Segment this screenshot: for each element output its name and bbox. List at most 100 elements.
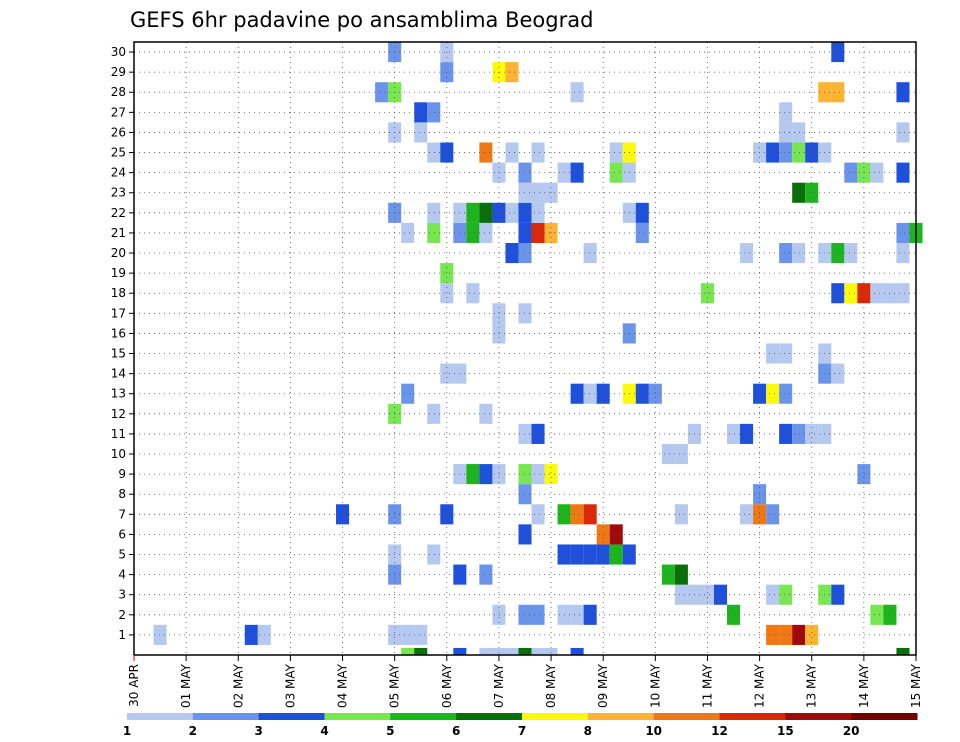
heatmap-cell <box>466 202 480 223</box>
heatmap-cell <box>661 443 675 465</box>
heatmap-cell <box>479 202 493 223</box>
heatmap-cell <box>414 647 428 655</box>
heatmap-cell <box>740 423 754 444</box>
heatmap-cell <box>440 504 454 525</box>
heatmap-cell <box>635 383 649 404</box>
heatmap-cell <box>531 423 545 444</box>
heatmap-cell <box>844 162 858 183</box>
heatmap-cell <box>570 383 584 404</box>
heatmap-cell <box>713 584 728 605</box>
colorbar-tick-label: 2 <box>189 724 197 738</box>
heatmap-cell <box>896 283 910 304</box>
heatmap-cell <box>727 423 741 444</box>
heatmap-cell <box>766 383 780 404</box>
y-tick-label: 27 <box>111 105 126 119</box>
heatmap-cell <box>779 383 793 404</box>
x-tick-label: 11 MAY <box>700 663 714 708</box>
heatmap-cell <box>870 162 884 183</box>
heatmap-cell <box>531 182 545 203</box>
heatmap-cell <box>414 122 428 143</box>
heatmap-cell <box>479 142 493 163</box>
y-axis: 1234567891011121314151617181920212223242… <box>111 45 134 642</box>
heatmap-cell <box>414 624 428 645</box>
heatmap-cell <box>779 343 793 364</box>
heatmap-cell <box>779 242 793 264</box>
colorbar-tick-label: 7 <box>518 724 526 738</box>
heatmap-cell <box>244 624 258 645</box>
colorbar-swatch <box>851 713 918 720</box>
heatmap-cell <box>792 122 806 143</box>
heatmap-cell <box>635 222 649 243</box>
heatmap-cell <box>570 647 584 655</box>
heatmap-cell <box>336 504 350 525</box>
heatmap-cell <box>466 464 480 485</box>
heatmap-cell <box>766 142 780 163</box>
heatmap-cell <box>779 142 793 163</box>
heatmap-cell <box>674 584 688 605</box>
y-tick-label: 13 <box>111 387 126 401</box>
heatmap-cell <box>674 564 688 585</box>
colorbar-tick-label: 3 <box>254 724 262 738</box>
heatmap-cell <box>661 564 675 585</box>
heatmap-cell <box>401 624 415 645</box>
y-tick-label: 24 <box>111 166 126 180</box>
x-tick-label: 02 MAY <box>231 663 245 708</box>
heatmap-cell <box>609 142 623 163</box>
heatmap-cell <box>792 624 806 645</box>
heatmap-cell <box>531 142 545 163</box>
heatmap-cell <box>583 504 597 525</box>
heatmap-cell <box>779 584 793 605</box>
heatmap-cell <box>427 202 441 223</box>
heatmap-cell <box>596 544 610 565</box>
heatmap-cell <box>492 647 506 655</box>
x-tick-label: 07 MAY <box>492 663 506 708</box>
y-tick-label: 11 <box>111 427 126 441</box>
heatmap-cell <box>779 423 793 444</box>
x-tick-label: 05 MAY <box>388 663 402 708</box>
x-tick-label: 14 MAY <box>857 663 871 708</box>
heatmap-cell <box>440 263 454 284</box>
heatmap-cell <box>544 647 558 655</box>
y-tick-label: 5 <box>118 548 126 562</box>
heatmap-cell <box>531 647 545 655</box>
heatmap-cell <box>727 604 741 625</box>
colorbar-tick-label: 6 <box>452 724 460 738</box>
x-tick-label: 12 MAY <box>753 663 767 708</box>
heatmap-cell <box>844 283 858 304</box>
heatmap-cell <box>570 504 584 525</box>
heatmap-cell <box>505 202 519 223</box>
y-tick-label: 15 <box>111 347 126 361</box>
x-tick-label: 03 MAY <box>283 663 297 708</box>
heatmap-cell <box>792 423 806 444</box>
heatmap-cell <box>648 383 662 404</box>
heatmap-cell <box>896 222 910 243</box>
heatmap-cell <box>831 584 845 605</box>
heatmap-cell <box>766 624 780 645</box>
chart-title: GEFS 6hr padavine po ansamblima Beograd <box>130 8 593 32</box>
heatmap-cell <box>479 222 493 243</box>
y-tick-label: 22 <box>111 206 126 220</box>
heatmap-cell <box>505 142 519 163</box>
x-axis: 30 APR 01 MAY 02 MAY 03 MAY 04 MAY 05 MAY 06 M… <box>127 655 923 708</box>
heatmap-cell <box>440 363 454 384</box>
heatmap-cell <box>427 222 441 243</box>
heatmap-cell <box>492 303 506 324</box>
heatmap-cell <box>596 524 610 545</box>
x-tick-label: 15 MAY <box>909 663 923 708</box>
heatmap-cell <box>570 604 584 625</box>
y-tick-label: 28 <box>111 85 126 99</box>
heatmap-cell <box>414 102 428 123</box>
heatmap-cell <box>831 82 845 103</box>
heatmap-cell <box>766 584 780 605</box>
heatmap-cell <box>766 343 780 364</box>
heatmap-cell <box>570 544 584 565</box>
heatmap-cell <box>805 624 819 645</box>
colorbar-swatch <box>456 713 523 720</box>
y-tick-label: 3 <box>118 588 126 602</box>
colorbar-tick-label: 10 <box>645 724 662 738</box>
heatmap-cell <box>375 82 389 103</box>
y-tick-label: 26 <box>111 125 126 139</box>
heatmap-cell <box>531 504 545 525</box>
heatmap-cell <box>740 504 754 525</box>
